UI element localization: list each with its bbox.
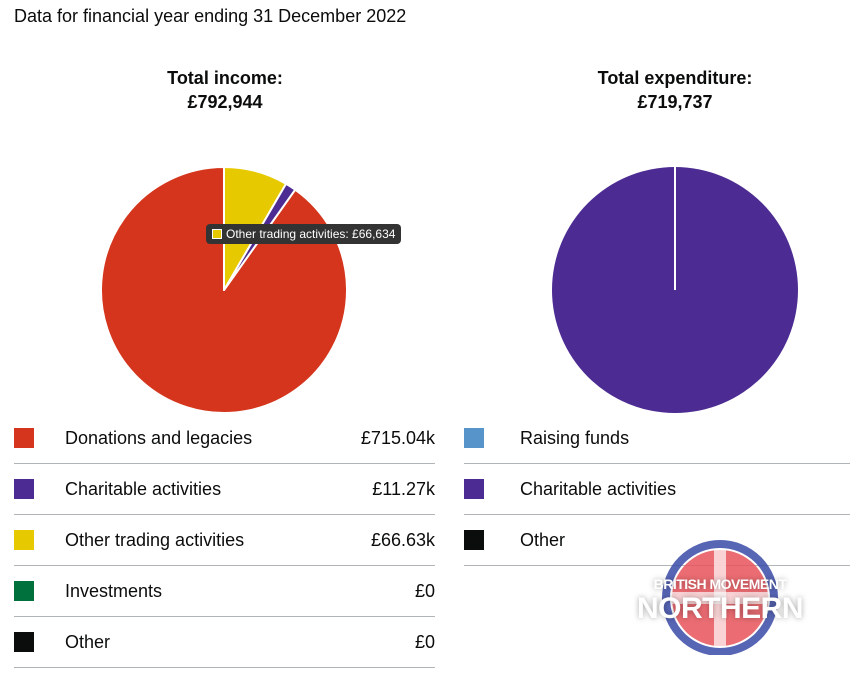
legend-swatch [14,530,34,550]
watermark-logo [662,540,778,655]
legend-value: £11.27k [372,478,435,499]
legend-label: Other [65,631,111,652]
legend-label: Other [520,529,566,550]
legend-label: Donations and legacies [65,427,253,448]
legend-row-investments: Investments £0 [14,566,435,617]
legend-row-donations-and-legacies: Donations and legacies £715.04k [14,413,435,464]
expenditure-legend: Raising funds Charitable activities£719. O… [464,413,850,566]
legend-swatch [14,479,34,499]
income-legend: Donations and legacies £715.04k Charitable… [14,413,435,668]
pie-tooltip: Other trading activities: £66,634 [206,224,402,244]
tooltip-swatch [212,229,222,239]
legend-swatch [464,530,484,550]
watermark-line1: BRITISH MOVEMENT [653,576,787,592]
income-title: Total income: [167,68,283,88]
legend-label: Charitable activities [520,478,677,499]
income-heading: Total income: £792,944 [65,66,385,114]
expenditure-pie-chart[interactable] [551,166,799,414]
expenditure-title: Total expenditure: [597,68,753,88]
legend-value: £0 [414,631,435,652]
legend-label: Raising funds [520,427,630,448]
watermark-line2: NORTHERN [637,592,804,625]
legend-label: Other trading activities [65,529,245,550]
expenditure-total: £719,737 [637,92,713,112]
legend-value: £0 [414,580,435,601]
legend-value: £66.63k [370,529,435,550]
income-total: £792,944 [187,92,263,112]
legend-swatch [464,428,484,448]
legend-row-other: Other £0 [14,617,435,668]
legend-row-charitable-activities: Charitable activities£719. [464,464,850,515]
legend-swatch [14,581,34,601]
tooltip-text: Other trading activities: £66,634 [226,227,396,241]
legend-swatch [14,632,34,652]
legend-label: Investments [65,580,163,601]
legend-value: £715.04k [360,427,435,448]
legend-swatch [464,479,484,499]
legend-row-raising-funds: Raising funds [464,413,850,464]
income-pie-chart[interactable] [100,166,348,414]
legend-row-other-trading-activities: Other trading activities £66.63k [14,515,435,566]
expenditure-heading: Total expenditure: £719,737 [515,66,835,114]
financial-year-caption: Data for financial year ending 31 Decemb… [14,6,407,26]
legend-row-other: Other [464,515,850,566]
legend-label: Charitable activities [65,478,222,499]
legend-row-charitable-activities: Charitable activities £11.27k [14,464,435,515]
legend-swatch [14,428,34,448]
